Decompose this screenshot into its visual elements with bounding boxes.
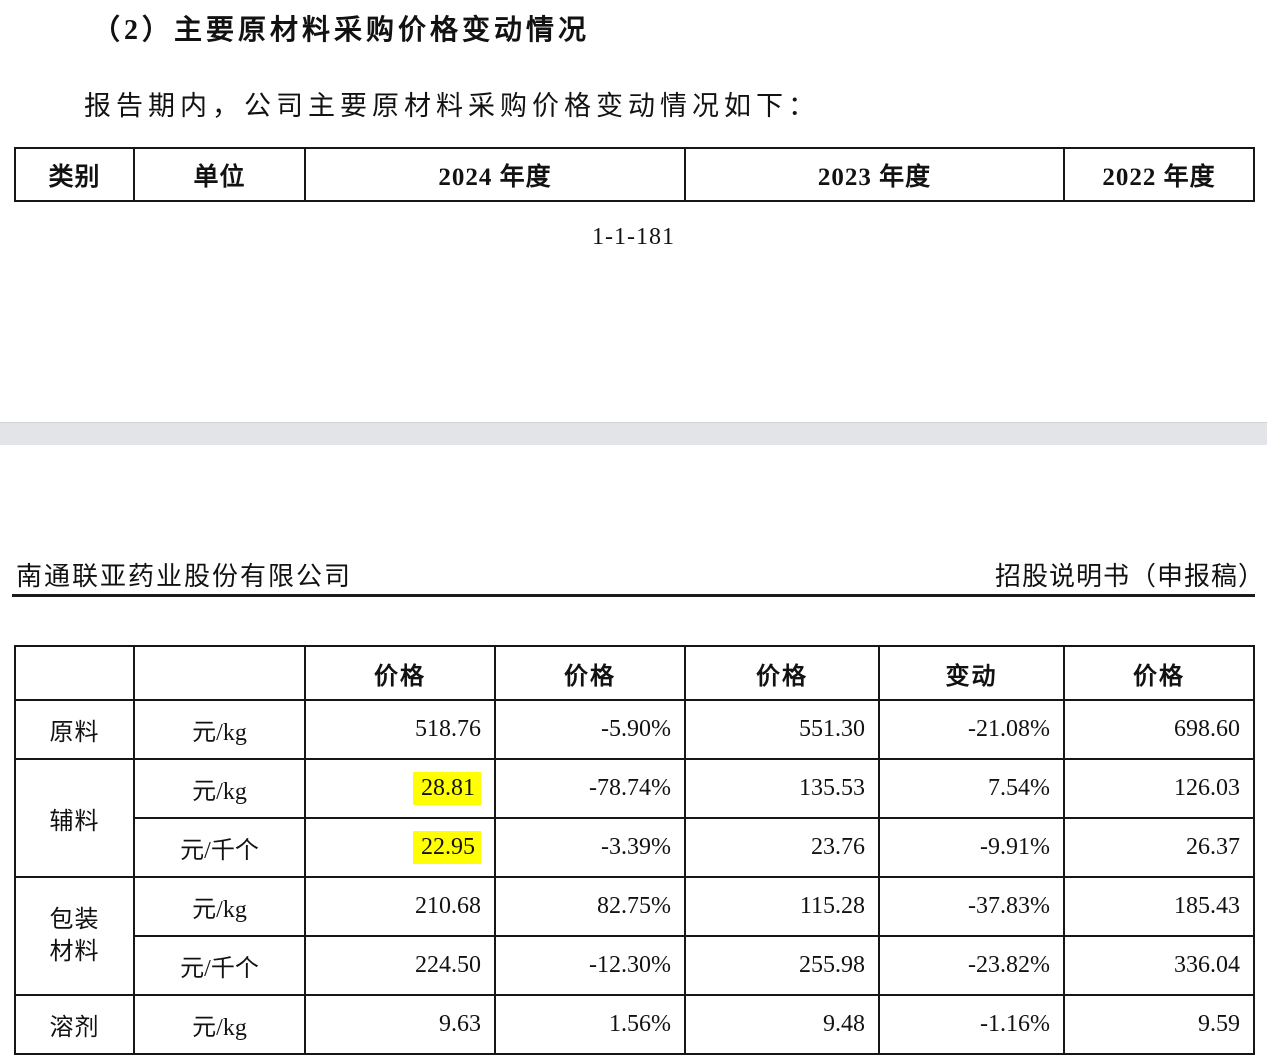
value-cell: 26.37 xyxy=(1063,817,1255,878)
subheader-cell-price-2023: 价格 xyxy=(684,645,880,701)
value-cell: 7.54% xyxy=(878,758,1065,819)
subheader-cell-price: 价格 xyxy=(494,645,686,701)
value-cell: 255.98 xyxy=(684,935,880,996)
value-cell: -9.91% xyxy=(878,817,1065,878)
value-cell: 115.28 xyxy=(684,876,880,937)
table-header-row: 类别 单位 2024 年度 2023 年度 2022 年度 xyxy=(14,147,1255,202)
table-row: 元/千个 22.95 -3.39% 23.76 -9.91% 26.37 xyxy=(15,817,1255,878)
page-number: 1-1-181 xyxy=(592,224,675,250)
section-heading: （2）主要原材料采购价格变动情况 xyxy=(92,15,591,46)
subheader-cell-change: 变动 xyxy=(878,645,1065,701)
table-row: 元/千个 224.50 -12.30% 255.98 -23.82% 336.0… xyxy=(15,935,1255,996)
value-cell: 1.56% xyxy=(494,994,686,1055)
value-cell: -78.74% xyxy=(494,758,686,819)
value-cell: 135.53 xyxy=(684,758,880,819)
header-rule xyxy=(12,594,1255,597)
value-cell: 185.43 xyxy=(1063,876,1255,937)
price-table-header-fragment: 类别 单位 2024 年度 2023 年度 2022 年度 xyxy=(14,147,1255,202)
value-cell: 82.75% xyxy=(494,876,686,937)
subheader-cell-price-2024: 价格 xyxy=(304,645,496,701)
table-subheader-row: 价格 价格 价格 变动 价格 xyxy=(14,645,1255,701)
company-name: 南通联亚药业股份有限公司 xyxy=(16,562,353,591)
value-cell: 336.04 xyxy=(1063,935,1255,996)
value-cell: 551.30 xyxy=(684,699,880,760)
value-cell: 126.03 xyxy=(1063,758,1255,819)
document-type: 招股说明书（申报稿） xyxy=(994,562,1265,591)
value-cell: -1.16% xyxy=(878,994,1065,1055)
unit-cell: 元/千个 xyxy=(133,817,306,878)
unit-cell: 元/千个 xyxy=(133,935,306,996)
value-cell: 9.48 xyxy=(684,994,880,1055)
header-cell-2022: 2022 年度 xyxy=(1063,147,1255,202)
value-cell: 9.59 xyxy=(1063,994,1255,1055)
header-cell-2024: 2024 年度 xyxy=(304,147,686,202)
value-cell: 210.68 xyxy=(304,876,496,937)
value-cell: 23.76 xyxy=(684,817,880,878)
value-cell: -12.30% xyxy=(494,935,686,996)
subheader-cell-blank xyxy=(133,645,306,701)
value-cell-highlighted: 28.81 xyxy=(304,758,496,819)
price-data-table: 价格 价格 价格 变动 价格 原料 元/kg 518.76 -5.90% 551… xyxy=(14,645,1255,1055)
value-cell-highlighted: 22.95 xyxy=(304,817,496,878)
subheader-cell-price-2022: 价格 xyxy=(1063,645,1255,701)
value-cell: 518.76 xyxy=(304,699,496,760)
value-cell: 224.50 xyxy=(304,935,496,996)
value-cell: -37.83% xyxy=(878,876,1065,937)
header-cell-2023: 2023 年度 xyxy=(684,147,1065,202)
value-cell: -5.90% xyxy=(494,699,686,760)
value-cell: 9.63 xyxy=(304,994,496,1055)
value-cell: -3.39% xyxy=(494,817,686,878)
table-row: 辅料 元/kg 28.81 -78.74% 135.53 7.54% 126.0… xyxy=(14,758,1255,878)
table-row: 原料 元/kg 518.76 -5.90% 551.30 -21.08% 698… xyxy=(14,699,1255,760)
intro-paragraph: 报告期内，公司主要原材料采购价格变动情况如下： xyxy=(84,91,820,121)
table-row: 溶剂 元/kg 9.63 1.56% 9.48 -1.16% 9.59 xyxy=(14,994,1255,1055)
subheader-cell-blank xyxy=(14,645,135,701)
highlight-mark: 28.81 xyxy=(413,772,481,805)
running-header: 南通联亚药业股份有限公司 招股说明书（申报稿） xyxy=(0,556,1267,596)
header-cell-category: 类别 xyxy=(14,147,135,202)
value-cell: -21.08% xyxy=(878,699,1065,760)
header-cell-unit: 单位 xyxy=(133,147,306,202)
page-separator-bar xyxy=(0,422,1267,445)
unit-cell: 元/kg xyxy=(133,876,306,937)
unit-cell: 元/kg xyxy=(133,758,306,819)
unit-cell: 元/kg xyxy=(133,994,306,1055)
value-cell: 698.60 xyxy=(1063,699,1255,760)
highlight-mark: 22.95 xyxy=(413,831,481,864)
category-cell: 辅料 xyxy=(14,758,135,878)
unit-cell: 元/kg xyxy=(133,699,306,760)
table-row: 包装材料 元/kg 210.68 82.75% 115.28 -37.83% 1… xyxy=(14,876,1255,996)
category-cell: 溶剂 xyxy=(14,994,135,1055)
category-cell: 包装材料 xyxy=(14,876,135,996)
category-cell: 原料 xyxy=(14,699,135,760)
value-cell: -23.82% xyxy=(878,935,1065,996)
